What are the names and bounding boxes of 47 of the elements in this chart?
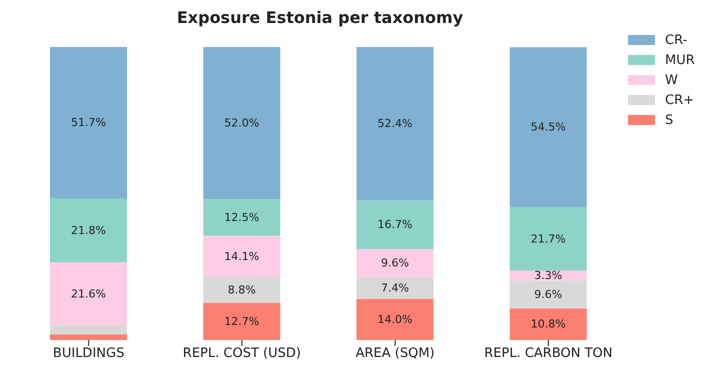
data-label: 21.8%	[71, 224, 106, 237]
bar	[203, 236, 280, 278]
data-label: 3.3%	[534, 268, 562, 282]
data-label: 52.0%	[224, 116, 260, 130]
data-label: 21.6%	[71, 288, 106, 300]
legend-label: CR+	[665, 92, 694, 108]
bar	[50, 47, 127, 198]
data-label: 10.8%	[530, 318, 566, 331]
x-tick-label: REPL. COST (USD)	[182, 346, 301, 362]
bar	[356, 200, 434, 250]
bar	[203, 47, 280, 200]
data-label: 12.5%	[224, 210, 260, 224]
bar	[50, 198, 127, 262]
bar	[356, 277, 434, 299]
data-label: 14.0%	[378, 312, 412, 326]
legend-label: CR-	[665, 32, 688, 48]
x-tick-label: BUILDINGS	[52, 346, 124, 362]
bar	[356, 298, 434, 340]
bar	[203, 199, 280, 236]
bar	[50, 262, 127, 326]
data-label: 8.8%	[228, 283, 256, 296]
data-label: 54.5%	[530, 120, 566, 134]
data-label: 9.6%	[534, 288, 562, 301]
bar	[50, 326, 127, 334]
data-label: 12.7%	[224, 314, 260, 328]
legend-label: MUR	[665, 52, 695, 68]
x-tick-label: REPL. CARBON TON	[484, 346, 613, 362]
chart-title: Exposure Estonia per taxonomy	[176, 8, 464, 27]
x-tick-label: AREA (SQM)	[356, 346, 435, 362]
bar	[50, 334, 127, 340]
data-label: 7.4%	[381, 282, 409, 295]
data-label: 51.7%	[71, 116, 106, 130]
data-label: 21.7%	[530, 232, 566, 246]
bar	[203, 302, 280, 340]
bar	[510, 280, 587, 308]
bar	[510, 206, 587, 271]
legend-label: S	[665, 112, 674, 128]
bar	[356, 249, 434, 278]
bar	[203, 277, 280, 303]
data-label: 52.4%	[378, 117, 412, 130]
data-label: 14.1%	[224, 250, 260, 263]
bar	[510, 47, 587, 207]
bar	[356, 47, 434, 200]
data-label: 16.7%	[378, 218, 412, 232]
bar	[510, 308, 587, 340]
data-label: 9.6%	[381, 256, 409, 270]
legend-label: W	[665, 72, 678, 88]
